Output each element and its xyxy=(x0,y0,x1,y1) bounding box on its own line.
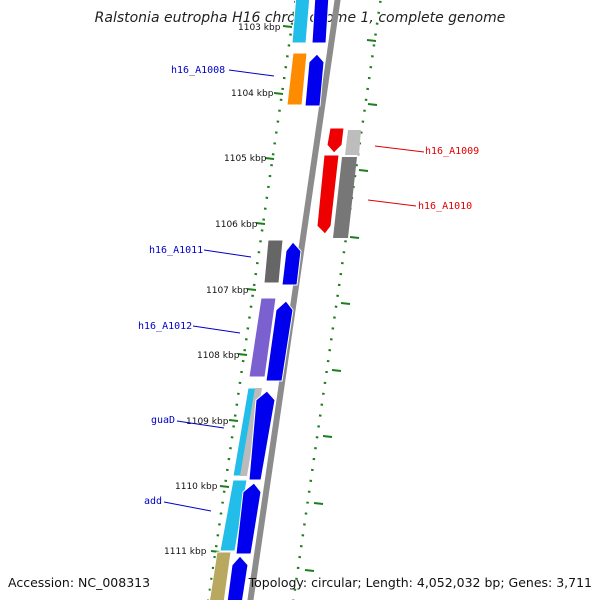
cds-arrow[interactable] xyxy=(235,482,262,555)
cds-arrow[interactable] xyxy=(311,0,330,44)
gene-feature-h16-a1010[interactable] xyxy=(316,154,357,238)
gene-label-h16-a1009[interactable]: h16_A1009 xyxy=(425,146,479,157)
leader-line xyxy=(192,325,241,334)
gene-label-h16-a1011[interactable]: h16_A1011 xyxy=(149,245,203,256)
kbp-tick-mark xyxy=(273,92,284,95)
gene-arrow[interactable] xyxy=(291,0,311,44)
gene-arrow[interactable] xyxy=(286,52,308,106)
tick-label-1107: 1107 kbp xyxy=(206,286,249,296)
cds-arrow[interactable] xyxy=(265,300,294,382)
kbp-tick-mark xyxy=(282,25,293,28)
gene-feature-h16-a1008[interactable] xyxy=(286,52,325,107)
reverse-tick-mark xyxy=(366,39,377,42)
reverse-tick-mark xyxy=(304,569,315,572)
leader-line xyxy=(228,69,275,77)
reverse-tick-mark xyxy=(349,236,360,239)
kbp-tick-mark xyxy=(255,222,266,225)
reverse-tick-mark xyxy=(367,103,378,106)
gene-arrow[interactable] xyxy=(326,127,345,154)
gene-features xyxy=(208,0,361,600)
gene-label-h16-a1010[interactable]: h16_A1010 xyxy=(418,201,472,212)
gene-arrow[interactable] xyxy=(219,479,248,552)
chromosome-backbone xyxy=(247,0,341,600)
gene-feature-add[interactable] xyxy=(219,479,262,555)
kbp-ticks xyxy=(210,25,293,553)
reverse-strand-tick-line xyxy=(292,0,382,600)
cds-arrow[interactable] xyxy=(248,390,276,481)
gene-label-add[interactable]: add xyxy=(144,496,162,507)
leader-line xyxy=(374,145,425,153)
cds-arrow[interactable] xyxy=(226,555,249,600)
kbp-tick-mark xyxy=(264,157,275,160)
reverse-tick-mark xyxy=(313,502,324,505)
cds-arrow-grey[interactable] xyxy=(345,130,361,155)
gene-arrow[interactable] xyxy=(208,551,232,600)
reverse-tick-mark xyxy=(358,169,369,172)
gene-arrow[interactable] xyxy=(316,154,340,235)
leader-line xyxy=(367,199,417,207)
gene-label-guad[interactable]: guaD xyxy=(151,415,175,426)
reverse-kbp-ticks xyxy=(304,39,378,572)
kbp-tick-mark xyxy=(219,485,230,488)
leader-line xyxy=(176,420,225,429)
gene-arrow[interactable] xyxy=(248,297,277,378)
gene-label-h16-a1012[interactable]: h16_A1012 xyxy=(138,321,192,332)
kbp-tick-mark xyxy=(228,419,239,422)
leader-line xyxy=(203,249,252,258)
tick-label-1103: 1103 kbp xyxy=(238,23,281,33)
tick-label-1108: 1108 kbp xyxy=(197,351,240,361)
gene-feature-h16-a1012[interactable] xyxy=(248,297,294,382)
tick-label-1111: 1111 kbp xyxy=(164,547,207,557)
leader-line xyxy=(163,501,212,512)
gene-feature[interactable] xyxy=(291,0,330,44)
reverse-tick-mark xyxy=(340,302,351,305)
tick-label-1110: 1110 kbp xyxy=(175,482,218,492)
tick-label-1109: 1109 kbp xyxy=(186,417,229,427)
gene-feature[interactable] xyxy=(208,551,249,600)
kbp-tick-mark xyxy=(237,353,248,356)
kbp-tick-mark xyxy=(246,288,257,291)
gene-feature-h16-a1011[interactable] xyxy=(263,239,302,286)
gene-arrow[interactable] xyxy=(263,239,284,284)
gene-labels: h16_A1008 h16_A1009 h16_A1010 h16_A1011 … xyxy=(138,65,479,512)
reverse-tick-mark xyxy=(331,369,342,372)
tick-label-1104: 1104 kbp xyxy=(231,89,274,99)
genome-info-text: Topology: circular; Length: 4,052,032 bp… xyxy=(248,575,592,590)
reverse-tick-mark xyxy=(322,435,333,438)
tick-label-1106: 1106 kbp xyxy=(215,220,258,230)
accession-text: Accession: NC_008313 xyxy=(8,575,151,590)
tick-label-1105: 1105 kbp xyxy=(224,154,267,164)
gene-label-h16-a1008[interactable]: h16_A1008 xyxy=(171,65,225,76)
cds-arrow-grey[interactable] xyxy=(333,157,357,238)
cds-arrow[interactable] xyxy=(304,53,325,107)
gene-feature-h16-a1009[interactable] xyxy=(326,127,361,155)
gene-feature-guad[interactable] xyxy=(232,387,276,481)
kbp-tick-labels: 1103 kbp 1104 kbp 1105 kbp 1106 kbp 1107… xyxy=(164,23,281,557)
cds-arrow[interactable] xyxy=(281,241,302,286)
